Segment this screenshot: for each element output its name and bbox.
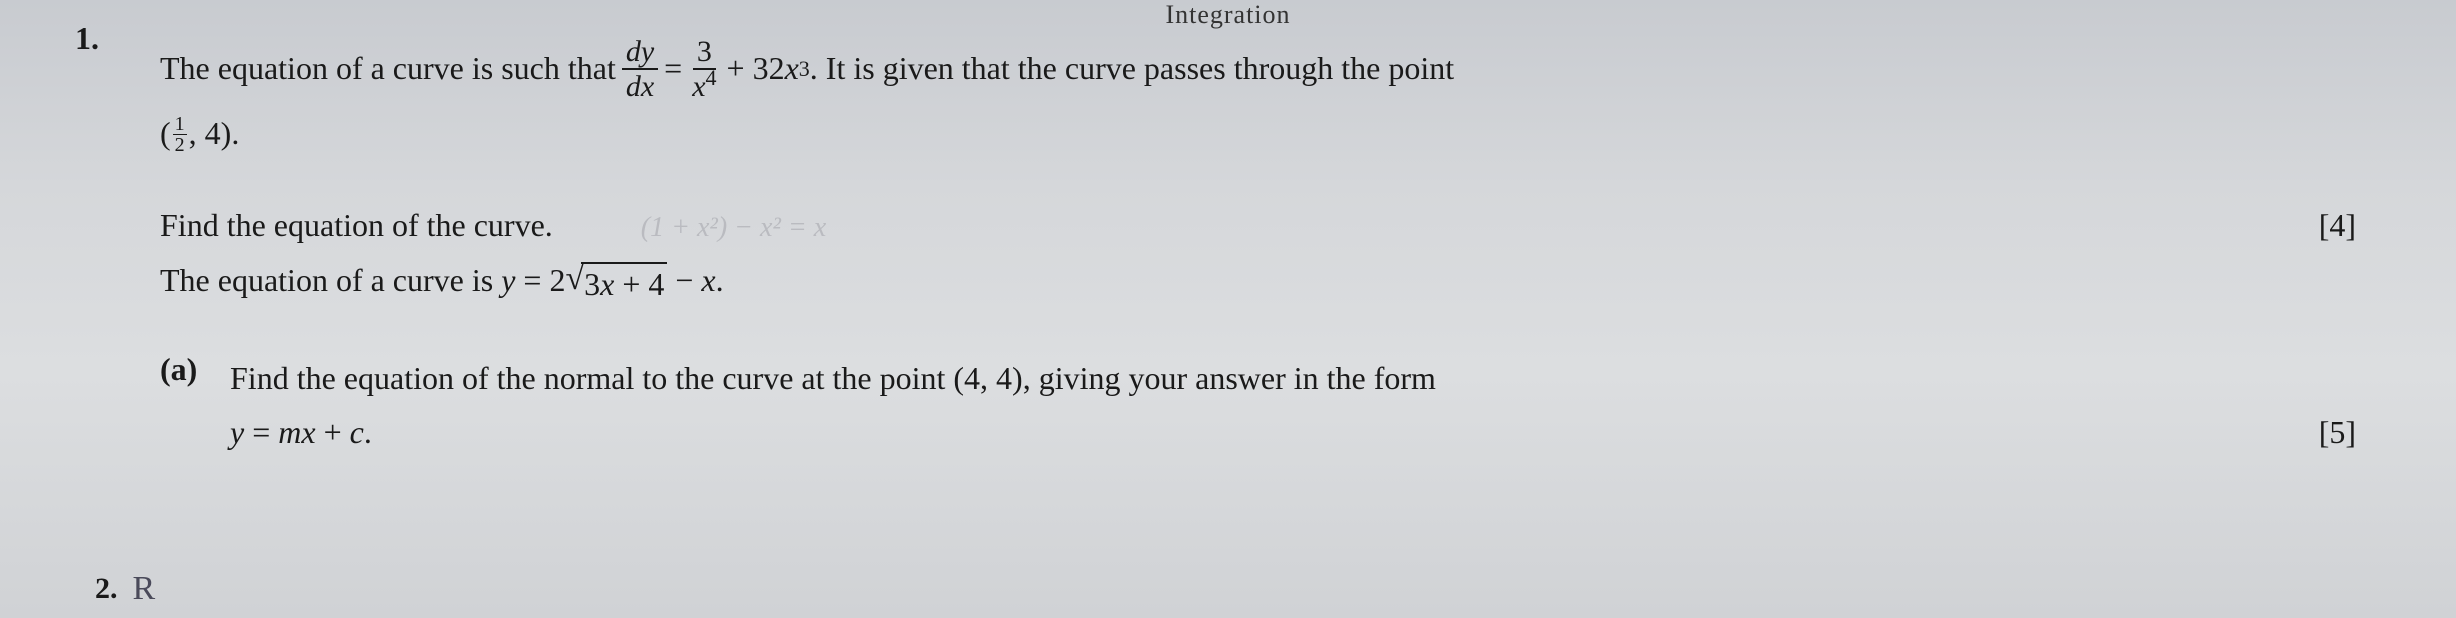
equals-sign: = (664, 43, 682, 94)
x4-denominator: x4 (688, 70, 720, 103)
question-1-content: The equation of a curve is such that dy … (160, 35, 2396, 460)
one-half-fraction: 1 2 (173, 114, 187, 155)
x-variable: x (785, 43, 799, 94)
marks-5: [5] (2319, 405, 2356, 459)
after-derivative-text: . It is given that the curve passes thro… (810, 43, 1454, 94)
part-a-equation-row: y = mx + c. [5] (230, 405, 2396, 459)
half-den: 2 (173, 135, 187, 155)
part-a-label: (a) (160, 351, 205, 388)
minus: − (667, 262, 701, 298)
eq-2: = 2 (515, 262, 565, 298)
part-a-content: Find the equation of the normal to the c… (230, 351, 2396, 460)
plus-32: + 32 (727, 43, 785, 94)
part-a-text-line1: Find the equation of the normal to the c… (230, 351, 2396, 405)
half-num: 1 (173, 114, 187, 135)
q1-text-intro: The equation of a curve is such that (160, 43, 616, 94)
faint-bleed-text: (1 + x²) − x² = x (641, 212, 826, 243)
part-a: (a) Find the equation of the normal to t… (160, 351, 2396, 460)
sqrt-content: 3x + 4 (581, 262, 667, 306)
q2-number: 2. (95, 572, 118, 606)
header-fragment: Integration (1165, 0, 1290, 30)
question-number-2: 2. R (95, 570, 155, 608)
period: . (716, 262, 724, 298)
part-a-equation: y = mx + c. (230, 405, 372, 459)
fraction-dy-dx: dy dx (622, 35, 658, 103)
dx-denominator: dx (622, 70, 658, 103)
paren-open: ( (160, 115, 171, 151)
handwritten-R: R (133, 570, 156, 608)
question-1-line-1: The equation of a curve is such that dy … (160, 35, 2396, 103)
find-text: Find the equation of the curve. (160, 207, 553, 243)
y-var: y (501, 262, 515, 298)
second-curve-prefix: The equation of a curve is (160, 262, 501, 298)
marks-4: [4] (2319, 207, 2356, 244)
fraction-3-x4: 3 x4 (688, 35, 720, 103)
sqrt-expression: √3x + 4 (565, 262, 667, 306)
x-var-end: x (701, 262, 715, 298)
find-line: Find the equation of the curve. (1 + x²)… (160, 207, 2396, 244)
point-line: ( 1 2 , 4). (160, 115, 2396, 157)
point-rest: , 4). (189, 115, 240, 151)
second-curve-line: The equation of a curve is y = 2√3x + 4 … (160, 262, 2396, 306)
question-number-1: 1. (75, 20, 99, 57)
dy-numerator: dy (622, 35, 658, 70)
